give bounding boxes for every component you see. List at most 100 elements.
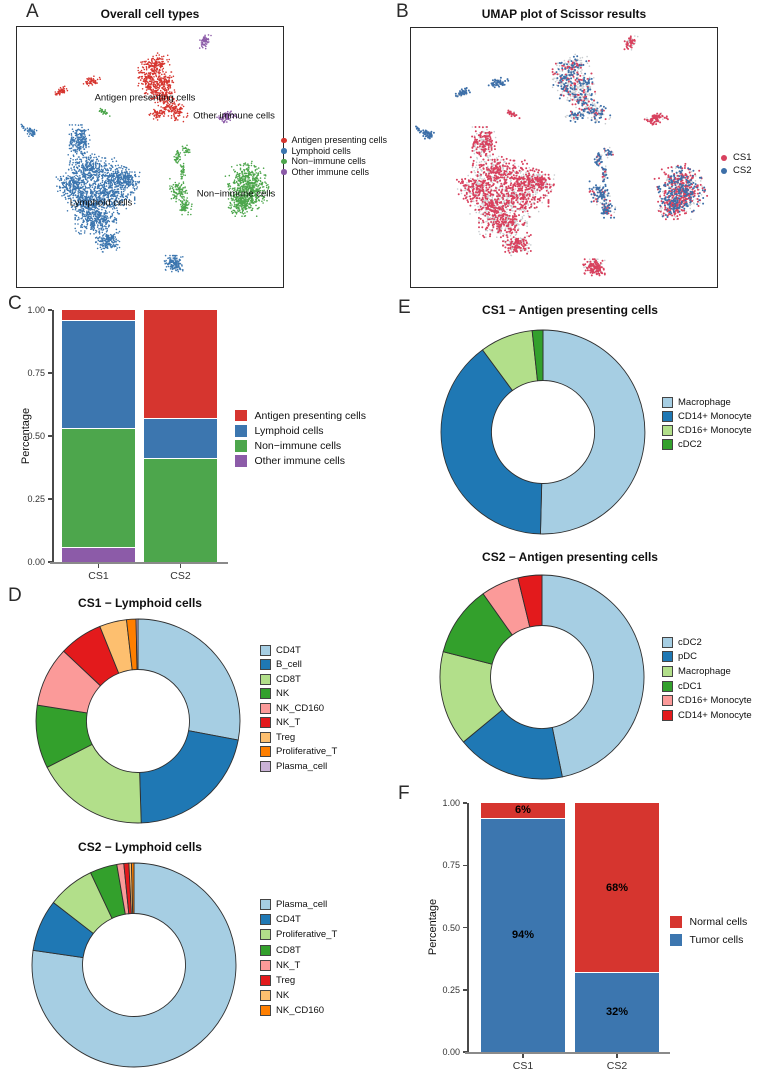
legend-swatch	[235, 425, 247, 437]
legend-item: Plasma_cell	[260, 759, 337, 774]
legend-label: NK_T	[276, 959, 301, 971]
legend-item: Macrophage	[662, 664, 752, 679]
bar-segment-value-label: 6%	[515, 804, 531, 817]
bar-segment	[62, 546, 135, 562]
y-tick-mark	[462, 864, 467, 866]
legend-item: Treg	[260, 973, 337, 988]
legend-label: CD14+ Monocyte	[678, 709, 752, 721]
donut-slice	[531, 329, 544, 382]
legend-label: Treg	[276, 731, 296, 743]
legend-item: Normal cells	[670, 913, 747, 931]
panel-b-legend: CS1 CS2	[721, 151, 751, 177]
x-tick-mark	[179, 564, 182, 568]
legend-item: Non−immune cells	[235, 438, 366, 453]
legend-item: Other immune cells	[281, 167, 387, 178]
legend-dot-swatch	[281, 169, 287, 175]
legend-item: Macrophage	[662, 395, 752, 409]
y-tick-label: 0.25	[27, 494, 45, 504]
legend-swatch	[662, 680, 673, 692]
donut-slice	[539, 329, 646, 535]
x-tick-mark	[522, 1054, 524, 1058]
legend-item: Antigen presenting cells	[235, 408, 366, 423]
legend-item: CD4T	[260, 912, 337, 927]
legend-item: NK	[260, 988, 337, 1003]
bar-segment	[575, 803, 659, 973]
y-tick-mark	[47, 435, 52, 437]
scissor-point-cloud	[415, 35, 709, 277]
legend-label: Plasma_cell	[276, 760, 328, 772]
legend-item: pDC	[662, 650, 752, 665]
legend-dot-swatch	[721, 167, 727, 174]
bar-segment-value-label: 32%	[605, 1006, 629, 1019]
panel-b-title: UMAP plot of Scissor results	[481, 7, 647, 21]
legend-swatch	[260, 975, 271, 987]
legend-label: Non−immune cells	[254, 439, 342, 452]
legend-item: Proliferative_T	[260, 745, 337, 760]
legend-item: CD14+ Monocyte	[662, 409, 752, 423]
legend-swatch	[235, 409, 247, 422]
legend-swatch	[260, 746, 271, 758]
legend-label: CD16+ Monocyte	[678, 424, 752, 436]
legend-dot-swatch	[281, 148, 287, 154]
y-tick-mark	[47, 309, 52, 311]
bar-segment	[62, 310, 135, 321]
annotation-lymphoid-cells: Lymphoid cells	[69, 197, 133, 209]
legend-label: NK_T	[276, 717, 301, 729]
donut-cs1-apc-title: CS1 − Antigen presenting cells	[482, 303, 658, 317]
bar-segment	[481, 817, 565, 1052]
legend-label: Proliferative_T	[276, 929, 338, 941]
legend-label: Macrophage	[678, 396, 731, 408]
y-tick-label: 0.50	[442, 922, 460, 933]
legend-label: Proliferative_T	[276, 746, 338, 758]
x-tick-label: CS2	[606, 1060, 628, 1072]
donut-cs2-apc-legend: cDC2 pDC Macrophage cDC1 CD16+ Monocyte CD14+…	[662, 635, 752, 723]
legend-item: Non−immune cells	[281, 156, 387, 167]
x-tick-label: CS2	[170, 570, 191, 582]
legend-label: cDC2	[678, 439, 702, 451]
panel-e-letter: E	[398, 297, 411, 318]
x-tick-mark	[616, 1054, 618, 1058]
legend-item: Lymphoid cells	[281, 146, 387, 157]
y-tick-label: 0.75	[27, 368, 45, 378]
legend-swatch	[260, 673, 271, 685]
donut-slice	[440, 349, 543, 535]
donut-cs2-lymphoid-legend: Plasma_cell CD4T Proliferative_T CD8T NK_T Tr…	[260, 897, 337, 1019]
legend-swatch	[662, 651, 673, 663]
umap-scissor-plot	[410, 27, 718, 288]
legend-label: Normal cells	[689, 916, 748, 928]
y-tick-mark	[462, 802, 467, 804]
donut-cs2-lymphoid	[31, 862, 237, 1068]
y-axis-line	[467, 803, 469, 1052]
donut-slice	[517, 574, 543, 628]
legend-swatch	[662, 665, 673, 677]
legend-swatch	[662, 439, 673, 451]
legend-label: Other immune cells	[291, 167, 370, 178]
y-tick-label: 0.00	[442, 1047, 460, 1057]
umap-scissor-scatter	[415, 35, 709, 277]
y-tick-mark	[462, 1051, 467, 1053]
legend-swatch	[260, 717, 271, 729]
panel-c-legend: Antigen presenting cells Lymphoid cells No…	[235, 408, 366, 469]
bar-segment	[62, 427, 135, 547]
y-tick-mark	[47, 561, 52, 563]
donut-slice	[139, 730, 239, 824]
y-tick-mark	[462, 989, 467, 991]
legend-swatch	[260, 731, 271, 743]
legend-swatch	[260, 760, 271, 772]
bar-segment	[62, 320, 135, 428]
bar-segment	[144, 418, 217, 459]
legend-item: NK_T	[260, 958, 337, 973]
point-cloud-layer	[420, 35, 703, 273]
legend-item: B_cell	[260, 658, 337, 673]
point-cloud-layer	[54, 52, 189, 123]
legend-swatch	[260, 990, 271, 1002]
legend-item: CD4T	[260, 643, 337, 658]
legend-swatch	[260, 688, 271, 700]
donut-cs1-lymphoid	[35, 618, 241, 824]
bar-segment-value-label: 68%	[605, 881, 629, 894]
donut-slice	[137, 618, 241, 741]
legend-swatch	[662, 636, 673, 648]
legend-swatch	[260, 914, 271, 926]
legend-dot-swatch	[721, 154, 727, 161]
legend-swatch	[260, 659, 271, 671]
